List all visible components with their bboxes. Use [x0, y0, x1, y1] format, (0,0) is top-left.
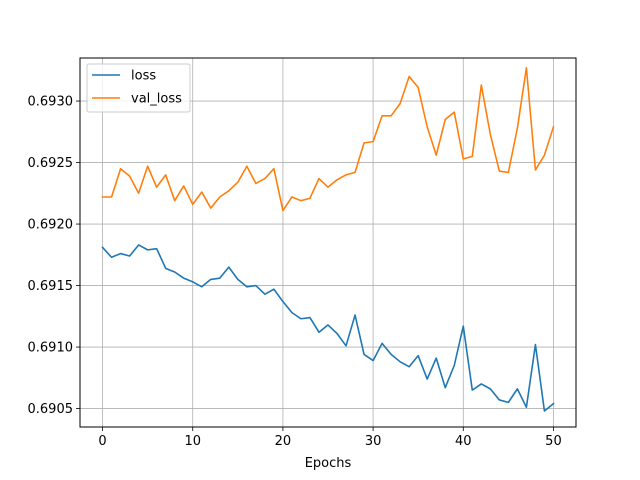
x-tick-label: 10 [184, 434, 201, 449]
y-tick-label: 0.6925 [28, 156, 74, 171]
grid [80, 58, 576, 427]
x-tick-label: 50 [545, 434, 562, 449]
y-tick-label: 0.6920 [28, 218, 74, 233]
y-tick-label: 0.6915 [28, 279, 74, 294]
legend: loss val_loss [86, 63, 191, 113]
legend-label-val-loss: val_loss [131, 92, 182, 107]
y-tick-label: 0.6910 [28, 341, 74, 356]
x-tick-label: 40 [455, 434, 472, 449]
series-line-loss [101, 244, 555, 412]
x-tick-label: 30 [365, 434, 382, 449]
legend-box [86, 63, 191, 113]
series-line-val-loss [101, 67, 555, 212]
y-tick-label: 0.6930 [28, 95, 74, 110]
axis-ticks: 0 10 20 30 40 50 0.6905 0.6910 0.6915 0.6920 0.692… [28, 95, 562, 449]
y-tick-label: 0.6905 [28, 402, 74, 417]
legend-label-loss: loss [131, 69, 156, 84]
x-tick-label: 20 [275, 434, 292, 449]
x-tick-label: 0 [98, 434, 106, 449]
x-axis-label: Epochs [305, 456, 352, 471]
series-lines [101, 67, 555, 412]
plot-frame [79, 57, 577, 428]
